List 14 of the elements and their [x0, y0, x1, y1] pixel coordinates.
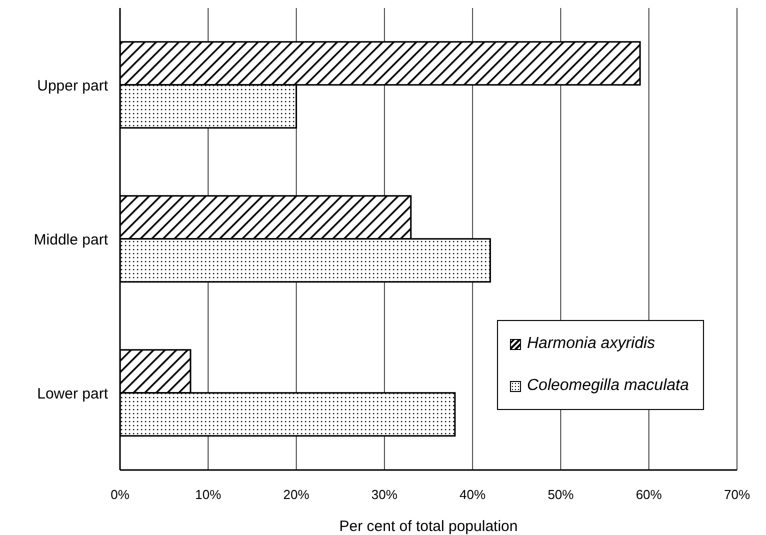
x-axis-title: Per cent of total population [339, 518, 518, 535]
legend-label: Coleomegilla maculata [527, 377, 689, 395]
x-tick-label: 10% [195, 487, 222, 502]
x-tick-label: 30% [371, 487, 398, 502]
y-tick-label: Middle part [34, 231, 109, 248]
x-tick-label: 40% [460, 487, 486, 502]
x-tick-label: 0% [110, 487, 130, 502]
x-tick-label: 50% [548, 487, 574, 502]
x-tick-label: 60% [636, 487, 662, 502]
x-tick-label: 20% [283, 487, 310, 502]
y-tick-label: Upper part [37, 77, 109, 94]
legend-label: Harmonia axyridis [527, 335, 656, 353]
x-tick-label: 70% [724, 487, 750, 502]
y-tick-label: Lower part [37, 385, 109, 402]
